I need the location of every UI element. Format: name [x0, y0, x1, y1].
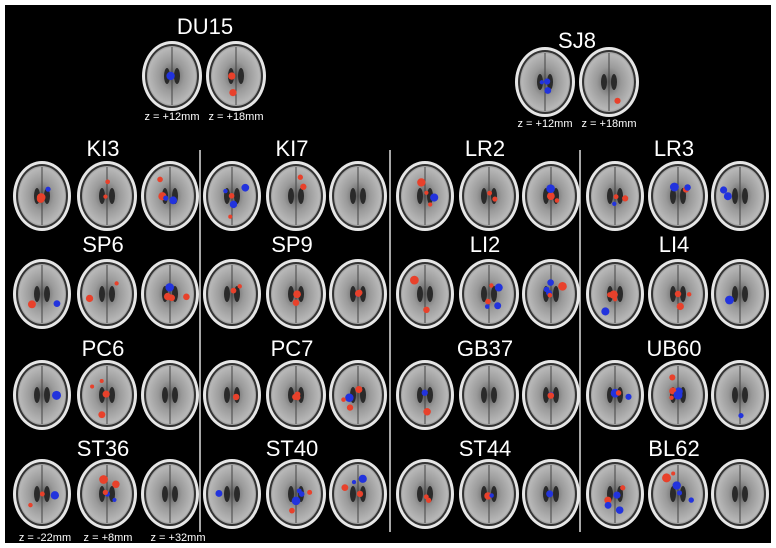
brain-slice — [142, 41, 202, 111]
brain-slice — [13, 360, 71, 430]
panel-label: ST44 — [459, 436, 512, 461]
brain-slice — [586, 459, 644, 529]
brain-slice — [206, 41, 266, 111]
brain-slice — [459, 259, 519, 329]
brain-slice — [13, 459, 71, 529]
brain-slice — [522, 459, 580, 529]
panel-label: ST40 — [266, 436, 319, 461]
brain-slice — [203, 360, 261, 430]
brain-slice — [459, 459, 519, 529]
brain-slice — [648, 459, 708, 529]
panel-label: KI7 — [275, 136, 308, 161]
brain-slice — [648, 259, 708, 329]
panel-label: GB37 — [457, 336, 513, 361]
z-label: z = +32mm — [150, 532, 205, 544]
brain-slice — [329, 259, 387, 329]
z-label: z = +18mm — [208, 111, 263, 123]
brain-slice — [586, 360, 644, 430]
brain-slice — [77, 259, 137, 329]
brain-slice — [141, 161, 199, 231]
brain-slice — [522, 161, 580, 231]
z-label: z = -22mm — [19, 532, 71, 544]
z-label: z = +12mm — [517, 118, 572, 130]
brain-slice — [141, 459, 199, 529]
panel-label: SP9 — [271, 232, 313, 257]
brain-slice — [648, 360, 708, 430]
brain-slice — [266, 161, 326, 231]
z-label: z = +8mm — [84, 532, 133, 544]
brain-slice — [13, 259, 71, 329]
panel-label: LI2 — [470, 232, 501, 257]
panel-label: SP6 — [82, 232, 124, 257]
brain-slice — [711, 459, 769, 529]
panel-label: ST36 — [77, 436, 130, 461]
panel-label: BL62 — [648, 436, 699, 461]
brain-slice — [203, 259, 261, 329]
panel-label: PC7 — [271, 336, 314, 361]
brain-slice — [266, 360, 326, 430]
brain-slice — [522, 360, 580, 430]
brain-slice — [711, 161, 769, 231]
brain-slice — [522, 259, 580, 329]
brain-slice — [266, 459, 326, 529]
brain-slice — [515, 47, 575, 117]
brain-slice — [396, 161, 454, 231]
panel-label: LI4 — [659, 232, 690, 257]
panel-label: DU15 — [177, 14, 233, 39]
brain-slice — [329, 459, 387, 529]
brain-slice — [579, 47, 639, 117]
z-label: z = +12mm — [144, 111, 199, 123]
brain-slice — [141, 360, 199, 430]
brain-slice — [77, 360, 137, 430]
panel-label: LR2 — [465, 136, 505, 161]
brain-slice — [329, 161, 387, 231]
brain-slice — [203, 161, 261, 231]
brain-slice — [203, 459, 261, 529]
brain-slice — [396, 459, 454, 529]
brain-slice — [396, 360, 454, 430]
brain-slice — [459, 161, 519, 231]
panel-label: SJ8 — [558, 28, 596, 53]
brain-slice — [77, 459, 137, 529]
brain-slice — [648, 161, 708, 231]
brain-slice — [141, 259, 199, 329]
brain-slice — [266, 259, 326, 329]
background — [5, 5, 771, 543]
brain-slice — [13, 161, 71, 231]
brain-slice — [396, 259, 454, 329]
brain-slice — [459, 360, 519, 430]
brain-slice — [329, 360, 387, 430]
panel-label: PC6 — [82, 336, 125, 361]
brain-slice — [586, 161, 644, 231]
z-label: z = +18mm — [581, 118, 636, 130]
panel-label: KI3 — [86, 136, 119, 161]
brain-slice — [77, 161, 137, 231]
brain-slice — [586, 259, 644, 329]
brain-slice — [711, 259, 769, 329]
panel-label: LR3 — [654, 136, 694, 161]
panel-label: UB60 — [646, 336, 701, 361]
brain-slice — [711, 360, 769, 430]
